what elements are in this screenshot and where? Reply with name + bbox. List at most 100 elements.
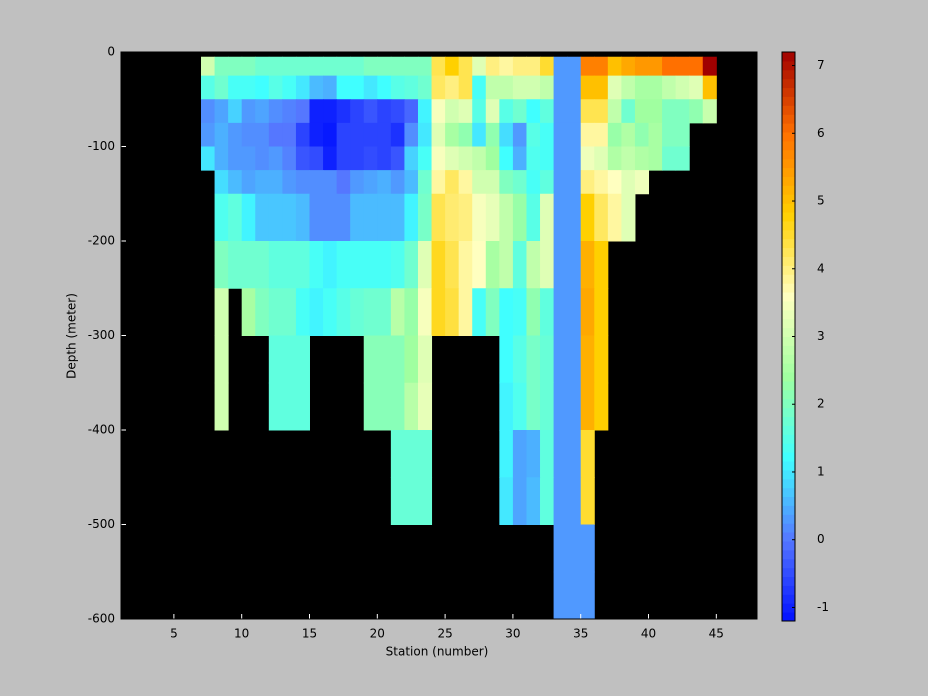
heatmap-cell — [255, 122, 270, 147]
heatmap-cell — [553, 571, 568, 620]
colorbar-band — [782, 203, 795, 213]
heatmap-cell — [295, 170, 310, 195]
heatmap-cell — [390, 335, 405, 384]
heatmap-cell — [689, 75, 704, 100]
heatmap-cell — [431, 170, 446, 195]
heatmap-cell — [417, 241, 433, 289]
heatmap-cell — [377, 122, 392, 147]
heatmap-cell — [363, 170, 378, 195]
heatmap-cell — [458, 193, 473, 242]
heatmap-cell — [458, 122, 473, 147]
heatmap-cell — [336, 288, 351, 336]
heatmap-cell — [580, 335, 595, 384]
heatmap-cell — [323, 288, 338, 336]
heatmap-cell — [512, 75, 527, 100]
heatmap-cell — [580, 122, 595, 147]
heatmap-cell — [675, 146, 690, 171]
heatmap-cell — [553, 75, 568, 100]
heatmap-cell — [363, 56, 378, 77]
heatmap-cell — [499, 335, 514, 384]
heatmap-cell — [255, 193, 270, 242]
heatmap-cell — [323, 56, 338, 77]
heatmap-cell — [295, 146, 310, 171]
colorbar-band — [782, 140, 795, 151]
heatmap-cell — [485, 75, 500, 100]
heatmap-cell — [323, 170, 338, 195]
heatmap-cell — [458, 56, 473, 77]
heatmap-cell — [282, 170, 297, 195]
heatmap-cell — [567, 193, 582, 242]
heatmap-cell — [201, 99, 216, 124]
heatmap-cell — [377, 193, 392, 242]
heatmap-cell — [662, 122, 677, 147]
heatmap-cell — [567, 99, 582, 124]
heatmap-cell — [553, 99, 568, 124]
heatmap-cell — [309, 241, 324, 289]
heatmap-cell — [648, 75, 663, 100]
heatmap-cell — [214, 241, 229, 289]
heatmap-cell — [404, 99, 419, 124]
y-tick-label: -200 — [88, 234, 115, 248]
x-tick-label: 5 — [170, 627, 178, 641]
colorbar-band — [782, 265, 795, 275]
heatmap-cell — [214, 99, 229, 124]
colorbar-band — [782, 309, 795, 320]
heatmap-cell — [540, 335, 555, 384]
heatmap-cell — [214, 170, 229, 195]
y-axis-label: Depth (meter) — [65, 293, 79, 379]
heatmap-cell — [255, 75, 270, 100]
heatmap-cell — [255, 56, 270, 77]
heatmap-cell — [594, 146, 609, 171]
colorbar-band — [782, 576, 795, 586]
heatmap-cell — [295, 288, 310, 336]
heatmap-cell — [404, 56, 419, 77]
heatmap-cell — [282, 241, 297, 289]
heatmap-cell — [594, 122, 609, 147]
heatmap-cell — [580, 56, 595, 77]
heatmap-cell — [567, 477, 582, 525]
heatmap-cell — [580, 170, 595, 195]
heatmap-cell — [431, 75, 446, 100]
heatmap-cell — [702, 99, 717, 124]
heatmap-cell — [675, 122, 690, 147]
heatmap-cell — [594, 193, 609, 242]
heatmap-cell — [567, 241, 582, 289]
colorbar-band — [782, 78, 795, 89]
heatmap-cell — [567, 571, 582, 620]
heatmap-cell — [458, 75, 473, 100]
heatmap-cell — [390, 99, 405, 124]
heatmap-cell — [662, 56, 677, 77]
colorbar-band — [782, 496, 795, 506]
heatmap-cell — [594, 241, 609, 289]
heatmap-cell — [594, 99, 609, 124]
heatmap-cell — [553, 193, 568, 242]
heatmap-cell — [241, 75, 256, 100]
heatmap-cell — [255, 288, 270, 336]
colorbar-band — [782, 238, 795, 249]
heatmap-cell — [499, 122, 514, 147]
heatmap-cell — [323, 75, 338, 100]
heatmap-cell — [567, 56, 582, 77]
heatmap-cell — [404, 288, 419, 336]
heatmap-cell — [417, 477, 433, 525]
heatmap-cell — [580, 146, 595, 171]
heatmap-cell — [553, 146, 568, 171]
heatmap-cell — [472, 99, 487, 124]
heatmap-cell — [390, 241, 405, 289]
heatmap-cell — [512, 99, 527, 124]
heatmap-cell — [499, 56, 514, 77]
heatmap-cell — [445, 99, 460, 124]
heatmap-cell — [580, 288, 595, 336]
heatmap-cell — [336, 56, 351, 77]
heatmap-cell — [268, 146, 283, 171]
heatmap-cell — [309, 288, 324, 336]
heatmap-cell — [634, 122, 650, 147]
heatmap-cell — [648, 146, 663, 171]
heatmap-cell — [417, 193, 433, 242]
heatmap-cell — [499, 241, 514, 289]
heatmap-cell — [295, 99, 310, 124]
heatmap-cell — [607, 56, 622, 77]
heatmap-cell — [282, 193, 297, 242]
colorbar-band — [782, 318, 795, 329]
heatmap-cell — [404, 335, 419, 384]
